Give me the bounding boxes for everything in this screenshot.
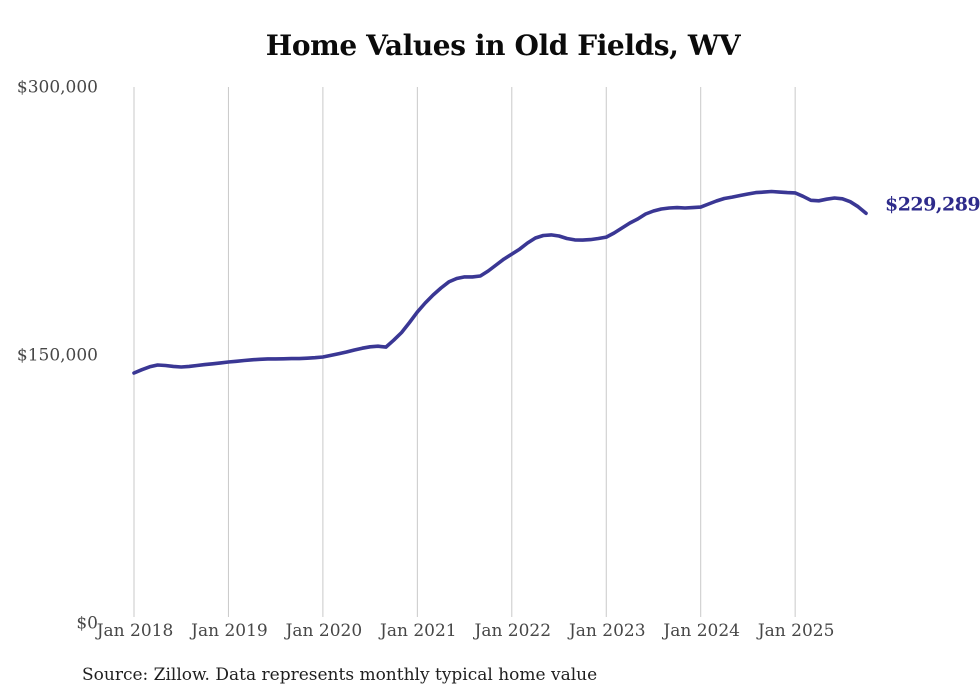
x-axis-labels: Jan 2018 Jan 2019 Jan 2020 Jan 2021 Jan 2022…: [95, 621, 835, 641]
gridlines: [133, 87, 796, 617]
chart-title: Home Values in Old Fields, WV: [265, 29, 741, 62]
x-tick-label: Jan 2019: [189, 621, 268, 641]
y-axis-labels: $300,000 $150,000 $0: [17, 78, 98, 634]
x-tick-label: Jan 2020: [284, 621, 363, 641]
x-tick-label: Jan 2023: [567, 621, 646, 641]
end-value-label: $229,289: [885, 193, 980, 215]
source-note: Source: Zillow. Data represents monthly …: [82, 665, 598, 685]
value-line: [132, 189, 868, 375]
x-tick-label: Jan 2021: [378, 621, 457, 641]
y-tick-label: $150,000: [17, 346, 98, 366]
x-tick-label: Jan 2025: [756, 621, 835, 641]
x-tick-label: Jan 2024: [661, 621, 740, 641]
x-tick-label: Jan 2022: [473, 621, 552, 641]
x-tick-label: Jan 2018: [95, 621, 174, 641]
y-tick-label: $300,000: [17, 78, 98, 98]
y-tick-label: $0: [76, 614, 98, 634]
